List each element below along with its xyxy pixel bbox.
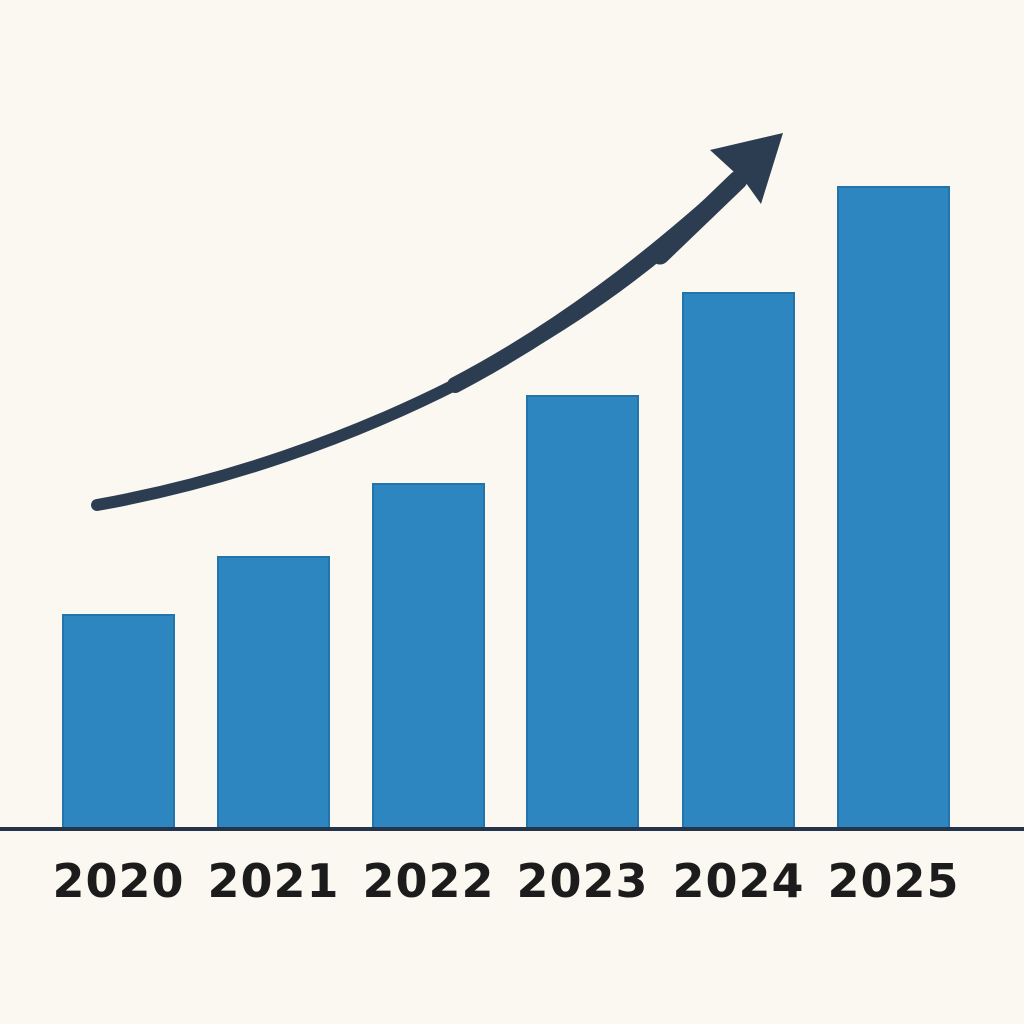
bar-2025 [837, 186, 950, 829]
x-axis-label-2023: 2023 [516, 854, 649, 908]
bar-2022 [372, 483, 485, 829]
x-axis-label-2024: 2024 [672, 854, 805, 908]
x-axis-label-2025: 2025 [827, 854, 960, 908]
bar-2020 [62, 614, 175, 829]
x-axis-label-2020: 2020 [52, 854, 185, 908]
x-axis-line [0, 827, 1024, 831]
x-axis-label-2022: 2022 [362, 854, 495, 908]
x-axis-label-2021: 2021 [207, 854, 340, 908]
